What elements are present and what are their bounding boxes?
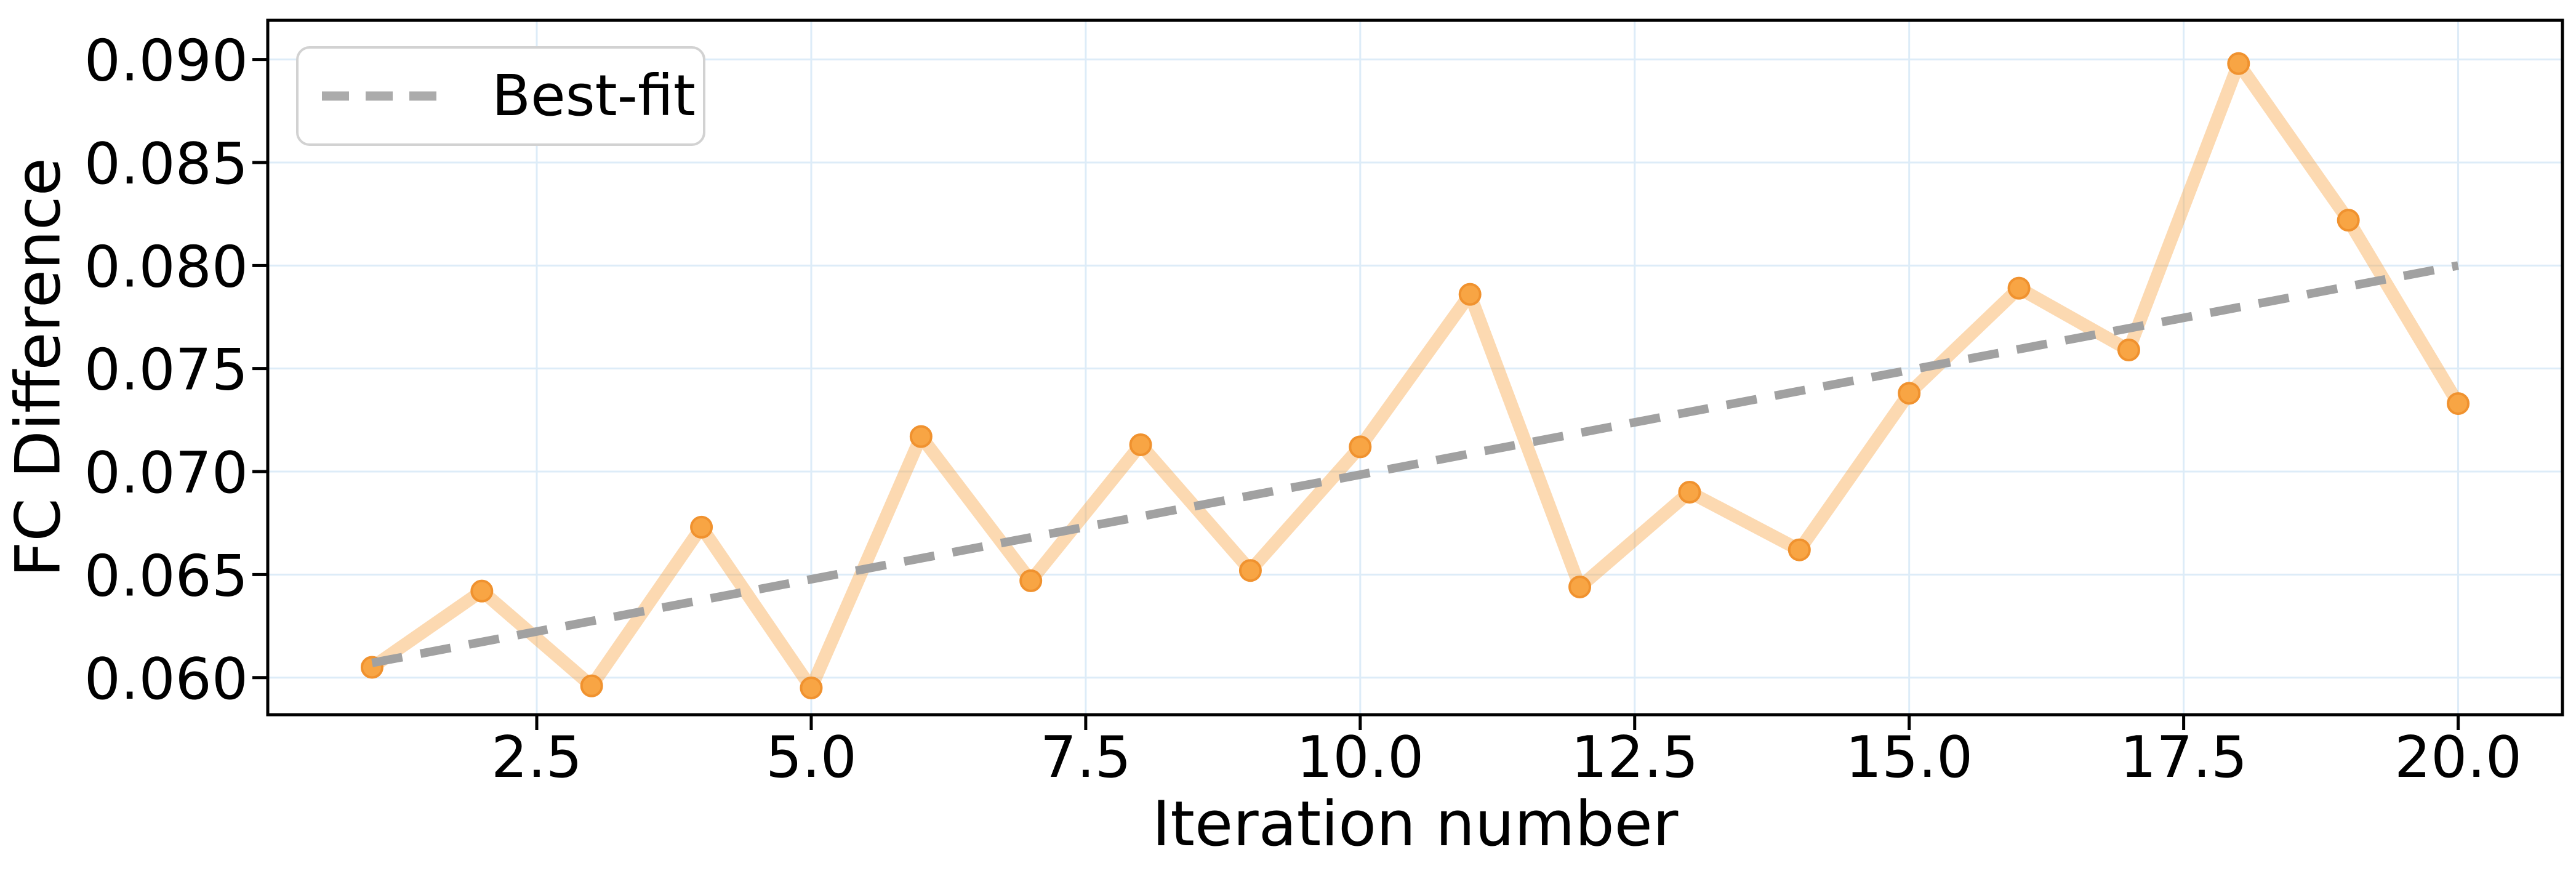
y-tick-label: 0.070 [84, 440, 248, 506]
data-point [2117, 339, 2140, 362]
x-tick-label: 17.5 [2120, 724, 2247, 790]
legend-label-best-fit: Best-fit [492, 63, 696, 129]
data-point [470, 579, 494, 603]
data-point [2337, 209, 2360, 232]
data-point [1568, 575, 1592, 598]
data-point [1788, 538, 1811, 561]
best-fit-line [371, 261, 2459, 667]
data-point [1458, 283, 1482, 306]
y-tick-label: 0.075 [84, 337, 248, 403]
y-tick-label: 0.090 [84, 28, 248, 94]
x-tick-label: 20.0 [2394, 724, 2522, 790]
data-point [1238, 559, 1262, 582]
data-point [800, 676, 823, 699]
data-point [690, 515, 713, 539]
x-tick-label: 12.5 [1571, 724, 1698, 790]
data-point [580, 674, 603, 697]
data-line [365, 57, 2465, 694]
data-point [2227, 52, 2250, 75]
y-tick-label: 0.080 [84, 233, 248, 300]
axes-spines [266, 18, 2564, 717]
data-point [909, 425, 933, 448]
data-point [1898, 382, 1921, 405]
y-tick-label: 0.065 [84, 542, 248, 609]
data-point [1019, 569, 1043, 592]
best-fit-dash-sample-icon [322, 91, 438, 101]
y-tick-label: 0.060 [84, 646, 248, 712]
x-tick-label: 5.0 [766, 724, 857, 790]
data-point [2447, 392, 2470, 416]
data-point [2007, 276, 2031, 300]
data-point [1129, 433, 1152, 457]
y-axis-title: FC Difference [1, 158, 74, 577]
x-tick-label: 15.0 [1845, 724, 1973, 790]
x-axis-title: Iteration number [1152, 787, 1679, 860]
x-tick-label: 7.5 [1040, 724, 1131, 790]
y-tick-label: 0.085 [84, 131, 248, 197]
data-point [1678, 481, 1701, 504]
x-tick-label: 10.0 [1296, 724, 1424, 790]
x-tick-label: 2.5 [491, 724, 582, 790]
legend: Best-fit [296, 46, 705, 146]
data-point [1349, 435, 1372, 459]
